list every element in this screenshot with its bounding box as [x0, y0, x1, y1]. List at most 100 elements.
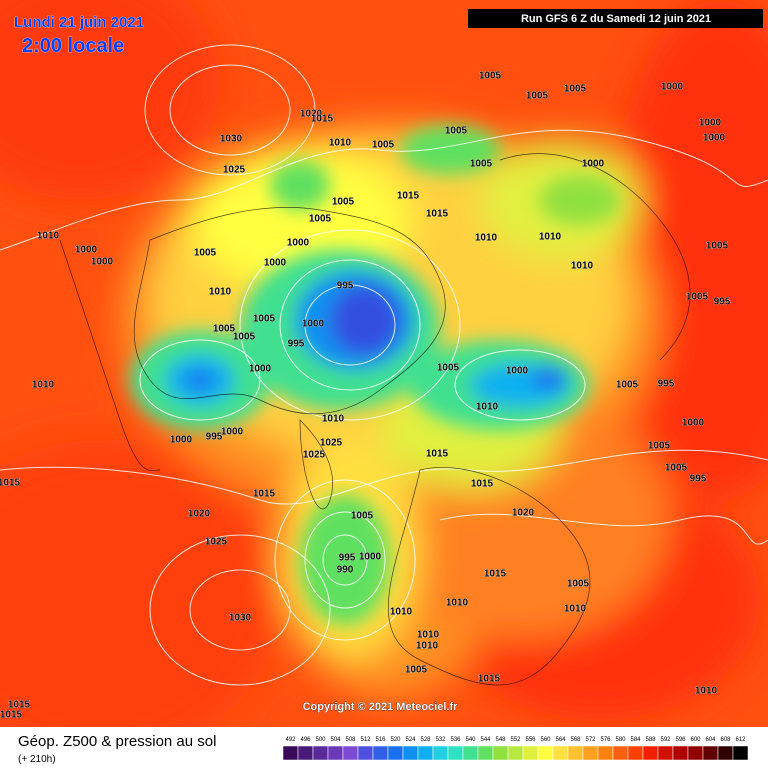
scale-swatch	[447, 745, 464, 761]
scale-swatch	[552, 745, 569, 761]
isobar-label: 1010	[37, 231, 60, 242]
lead-time: (+ 210h)	[18, 754, 56, 765]
isobar-label: 1010	[539, 232, 562, 243]
scale-tick-label: 544	[480, 737, 491, 743]
scale-swatch	[522, 745, 539, 761]
isobar-label: 1005	[194, 248, 217, 259]
isobar-label: 1010	[32, 380, 55, 391]
isobar-label: 1025	[223, 165, 246, 176]
isobar-label: 1015	[484, 569, 507, 580]
isobar-label: 1010	[475, 233, 498, 244]
isobar-label: 1025	[320, 438, 343, 449]
isobar-label: 1015	[311, 114, 334, 125]
isobar-label: 1010	[446, 598, 469, 609]
isobar-label: 1010	[416, 641, 439, 652]
scale-tick-label: 492	[285, 737, 296, 743]
isobar-label: 1005	[233, 332, 256, 343]
scale-swatch	[327, 745, 344, 761]
isobar-label: 1000	[359, 552, 382, 563]
isobar-label: 995	[337, 281, 354, 292]
run-box	[468, 9, 763, 28]
scale-tick-label: 556	[525, 737, 536, 743]
scale-tick-label: 560	[540, 737, 551, 743]
scale-swatch	[687, 745, 704, 761]
isobar-label: 1000	[682, 418, 705, 429]
isobar-label: 1015	[253, 489, 276, 500]
isobar-label: 1000	[287, 238, 310, 249]
scale-tick-label: 504	[330, 737, 341, 743]
isobar-label: 1000	[249, 364, 272, 375]
isobar-label: 1030	[220, 134, 243, 145]
scale-tick-label: 584	[630, 737, 641, 743]
isobar-label: 1005	[564, 84, 587, 95]
scale-swatch	[642, 745, 659, 761]
scale-swatch	[477, 745, 494, 761]
scale-tick-label: 600	[690, 737, 701, 743]
isobar-label: 1015	[426, 449, 449, 460]
scale-swatch	[492, 745, 509, 761]
coastlines	[59, 153, 691, 686]
scale-tick-label: 536	[450, 737, 461, 743]
scale-tick-label: 596	[675, 737, 686, 743]
scale-swatch	[672, 745, 689, 761]
isobar-label: 990	[337, 565, 354, 576]
scale-tick-label: 588	[645, 737, 656, 743]
isobar-label: 1000	[75, 245, 98, 256]
isobar-label: 1015	[0, 710, 23, 721]
isobar-label: 1020	[512, 508, 535, 519]
scale-swatch	[417, 745, 434, 761]
isobar-label: 1000	[302, 319, 325, 330]
isobar-label: 1005	[567, 579, 590, 590]
scale-tick-label: 540	[465, 737, 476, 743]
scale-tick-label: 524	[405, 737, 416, 743]
isobar-label: 1010	[695, 686, 718, 697]
isobar-label: 1020	[300, 109, 323, 120]
scale-swatch	[717, 745, 734, 761]
scale-swatch	[402, 745, 419, 761]
isobars	[0, 44, 768, 686]
scale-swatch	[702, 745, 719, 761]
isobar-label: 1015	[478, 674, 501, 685]
isobar-label: 1005	[526, 91, 549, 102]
isobar-label: 995	[206, 432, 223, 443]
isobar-label: 1005	[405, 665, 428, 676]
isobar-label: 1010	[571, 261, 594, 272]
scale-tick-label: 532	[435, 737, 446, 743]
scale-swatch	[432, 745, 449, 761]
isobar-label: 1005	[665, 463, 688, 474]
scale-swatch	[312, 745, 329, 761]
scale-tick-label: 548	[495, 737, 506, 743]
scale-tick-label: 608	[720, 737, 731, 743]
scale-swatch	[342, 745, 359, 761]
scale-tick-label: 508	[345, 737, 356, 743]
isobar-label: 1005	[616, 380, 639, 391]
isobar-label: 1005	[309, 214, 332, 225]
scale-swatch	[537, 745, 554, 761]
isobar-label: 1015	[397, 191, 420, 202]
isobar-label: 1000	[506, 366, 529, 377]
isobar-label: 995	[690, 474, 707, 485]
isobar-label: 1030	[229, 613, 252, 624]
isobar-label: 1005	[479, 71, 502, 82]
scale-tick-label: 604	[705, 737, 716, 743]
scale-swatch	[582, 745, 599, 761]
isobar-label: 1005	[437, 363, 460, 374]
isobar-label: 1015	[426, 209, 449, 220]
scale-tick-label: 572	[585, 737, 596, 743]
scale-swatch	[627, 745, 644, 761]
isobar-label: 1005	[445, 126, 468, 137]
isobar-label: 995	[288, 339, 305, 350]
isobar-label: 1005	[332, 197, 355, 208]
isobar-label: 1010	[564, 604, 587, 615]
scale-tick-label: 512	[360, 737, 371, 743]
isobar-label: 1015	[0, 478, 21, 489]
isobar-label: 1015	[8, 700, 31, 711]
isobar-label: 995	[339, 553, 356, 564]
scale-tick-label: 520	[390, 737, 401, 743]
scale-swatch	[507, 745, 524, 761]
scale-tick-label: 576	[600, 737, 611, 743]
isobar-label: 1000	[582, 159, 605, 170]
scale-swatch	[567, 745, 584, 761]
